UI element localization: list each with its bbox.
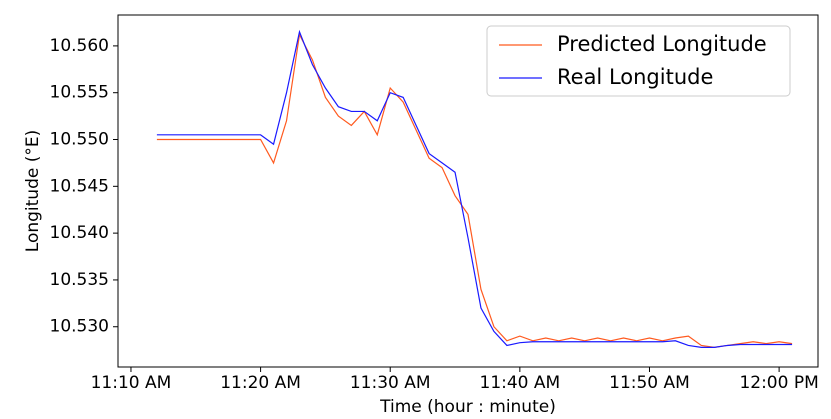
y-tick-label: 10.530 xyxy=(50,317,109,337)
plot-frame xyxy=(117,14,819,368)
y-tick-label: 10.550 xyxy=(50,130,109,150)
x-tick-label: 12:00 PM xyxy=(739,373,818,393)
series-line xyxy=(156,32,793,348)
legend-label: Predicted Longitude xyxy=(557,32,767,56)
x-tick-label: 11:10 AM xyxy=(91,373,172,393)
series-line xyxy=(156,29,793,348)
y-tick-label: 10.540 xyxy=(50,223,109,243)
legend-box xyxy=(486,25,791,97)
x-axis-title: Time (hour : minute) xyxy=(379,397,556,417)
y-tick-label: 10.545 xyxy=(50,176,109,196)
x-tick-label: 11:30 AM xyxy=(350,373,431,393)
legend-label: Real Longitude xyxy=(557,65,713,89)
x-tick-label: 11:50 AM xyxy=(609,373,690,393)
x-tick-label: 11:40 AM xyxy=(480,373,561,393)
y-axis-title: Longitude (°E) xyxy=(23,130,43,252)
y-tick-label: 10.560 xyxy=(50,36,109,56)
x-tick-label: 11:20 AM xyxy=(220,373,301,393)
y-tick-label: 10.555 xyxy=(50,83,109,103)
y-tick-label: 10.535 xyxy=(50,270,109,290)
